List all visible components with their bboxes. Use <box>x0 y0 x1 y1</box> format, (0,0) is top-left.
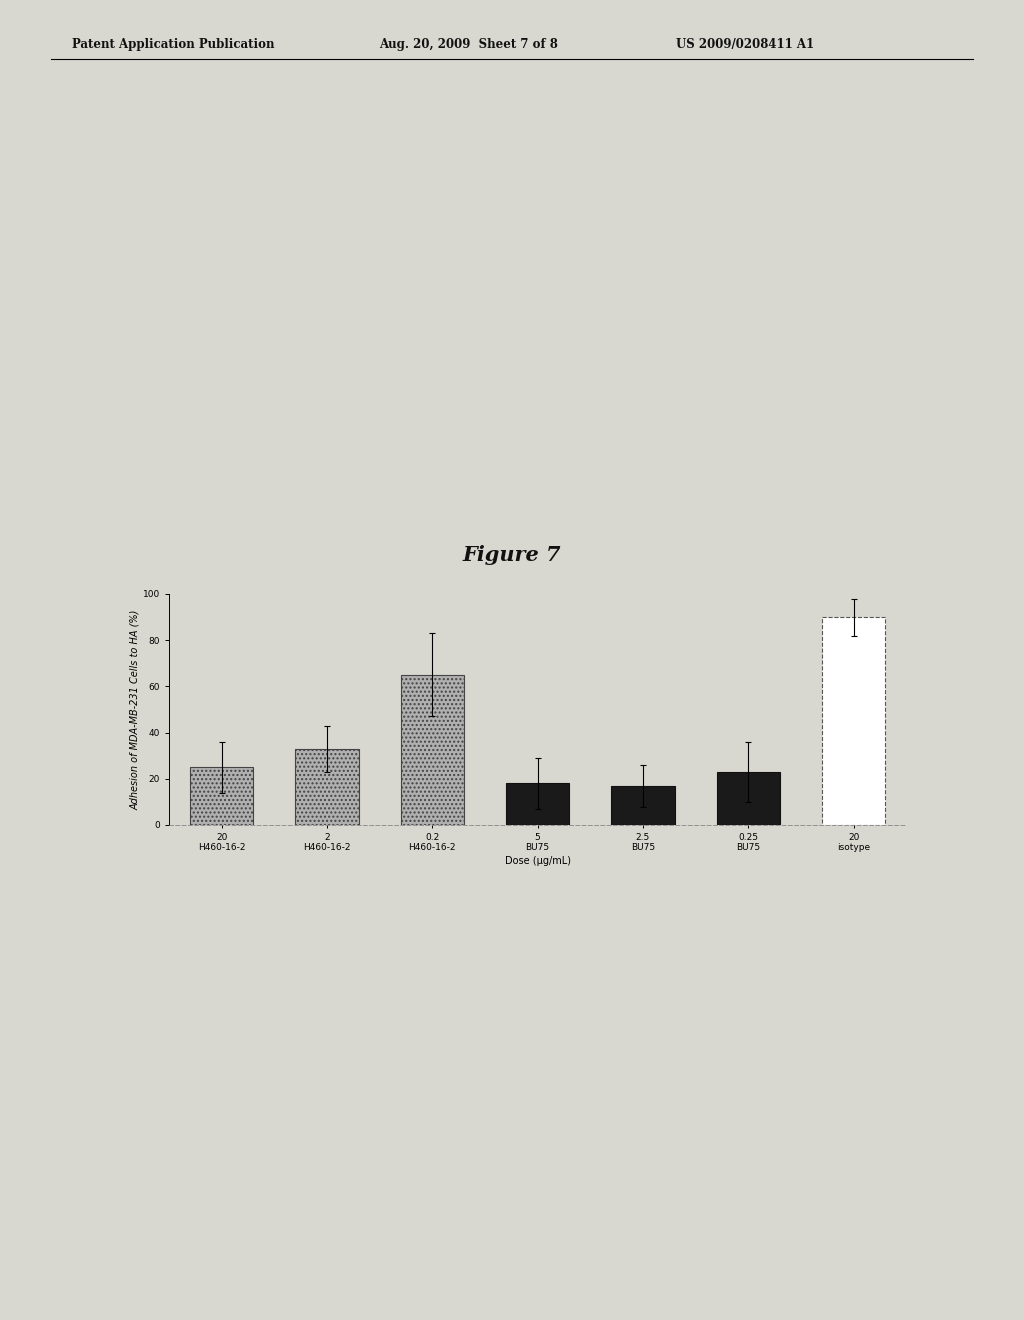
Text: US 2009/0208411 A1: US 2009/0208411 A1 <box>676 37 814 50</box>
Bar <box>822 616 885 825</box>
Bar <box>190 767 253 825</box>
Bar <box>400 675 464 825</box>
Y-axis label: Adhesion of MDA-MB-231 Cells to HA (%): Adhesion of MDA-MB-231 Cells to HA (%) <box>130 610 140 809</box>
X-axis label: Dose (μg/mL): Dose (μg/mL) <box>505 857 570 866</box>
Bar <box>611 785 675 825</box>
Text: Figure 7: Figure 7 <box>463 545 561 565</box>
Bar <box>717 772 780 825</box>
Bar <box>295 748 358 825</box>
Text: Patent Application Publication: Patent Application Publication <box>72 37 274 50</box>
Text: Aug. 20, 2009  Sheet 7 of 8: Aug. 20, 2009 Sheet 7 of 8 <box>379 37 558 50</box>
Bar <box>506 783 569 825</box>
